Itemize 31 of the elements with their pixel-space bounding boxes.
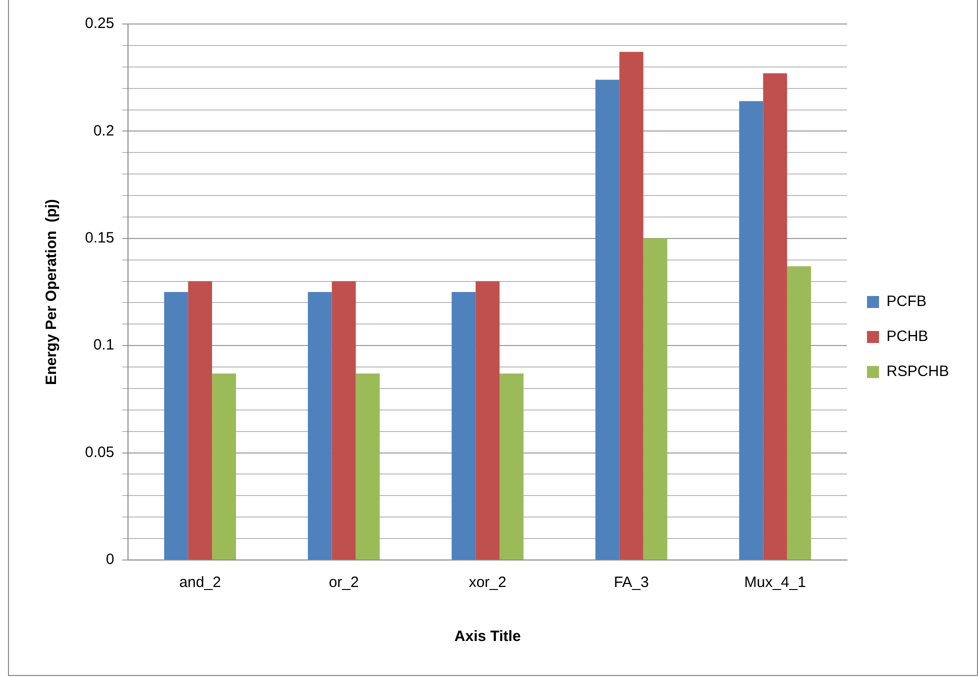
- x-tick-label: xor_2: [468, 574, 506, 592]
- x-tick-label: Mux_4_1: [744, 574, 806, 592]
- bar: [164, 292, 188, 560]
- bar: [188, 281, 212, 560]
- bar: [452, 292, 476, 560]
- bar: [308, 292, 332, 560]
- x-tick-label: and_2: [179, 574, 221, 592]
- bar: [787, 266, 812, 560]
- y-tick-label: 0.15: [84, 230, 114, 247]
- bar: [332, 281, 356, 560]
- bar: [763, 73, 788, 560]
- x-tick-label: or_2: [328, 574, 359, 592]
- legend-label: PCFB: [886, 293, 927, 310]
- legend-label: PCHB: [886, 328, 928, 346]
- y-axis-title: Energy Per Operation (pj): [43, 199, 60, 385]
- x-tick-label: FA_3: [614, 574, 649, 592]
- bar: [739, 101, 764, 560]
- y-tick-label: 0.25: [84, 15, 114, 32]
- bar: [619, 52, 644, 560]
- y-tick-label: 0.2: [93, 122, 114, 140]
- x-axis-title: Axis Title: [454, 628, 521, 646]
- bar: [500, 373, 524, 560]
- bar: [476, 281, 500, 560]
- legend-label: RSPCHB: [886, 363, 950, 380]
- bar: [643, 238, 668, 560]
- bar: [356, 373, 380, 560]
- y-tick-label: 0: [106, 551, 114, 568]
- bar: [212, 373, 236, 560]
- y-tick-label: 0.05: [84, 444, 114, 461]
- bar: [595, 80, 620, 560]
- y-tick-label: 0.1: [93, 336, 114, 354]
